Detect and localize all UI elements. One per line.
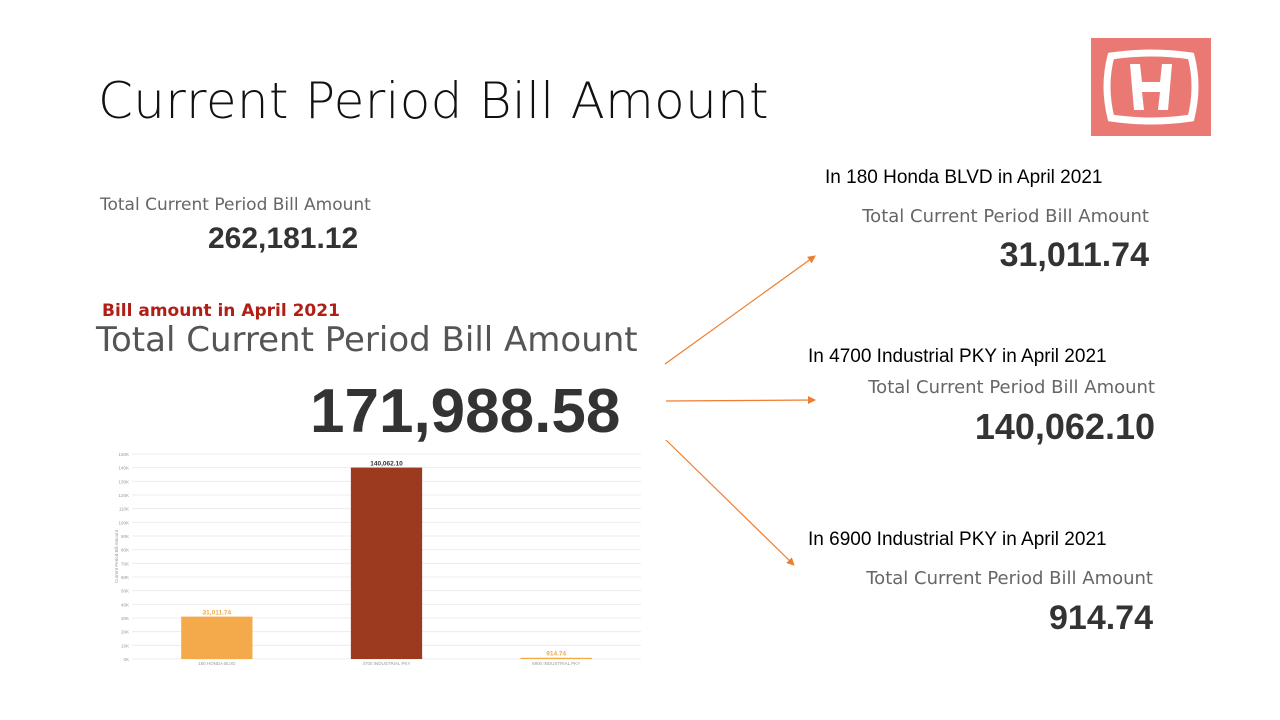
y-tick-label: 130K [118,479,129,484]
x-tick-label: 4700 INDUSTRIAL PKY [362,661,410,666]
data-label: 31,011.74 [203,610,232,617]
data-label: 914.74 [546,651,566,658]
bar [520,657,592,659]
total-kpi-value: 262,181.12 [208,222,359,255]
data-label: 140,062.10 [370,461,403,468]
april-heading: Bill amount in April 2021 [102,301,340,321]
y-tick-label: 50K [121,589,129,594]
breakdown-3-label: Total Current Period Bill Amount [866,568,1153,589]
breakdown-1-label: Total Current Period Bill Amount [862,206,1149,227]
breakdown-1-value: 31,011.74 [999,236,1149,274]
bar [350,467,423,659]
honda-logo [1091,38,1211,136]
arrow-to-4700-industrial [665,396,816,405]
y-tick-label: 70K [121,561,129,566]
arrow-to-6900-industrial [665,439,795,566]
y-tick-label: 120K [118,493,129,498]
x-tick-label: 6900 INDUSTRIAL PKY [532,661,580,666]
april-kpi-value: 171,988.58 [310,377,621,446]
y-tick-label: 20K [121,630,129,635]
y-tick-label: 100K [118,520,129,525]
bill-bar-chart: 0K 10K 20K 30K 40K 50K 60K 70K 80K 90K 100K 110K 120… [114,452,641,666]
april-kpi-label: Total Current Period Bill Amount [96,320,638,360]
y-tick-label: 10K [121,643,129,648]
breakdown-3-value: 914.74 [1049,599,1153,637]
breakdown-2-value: 140,062.10 [974,406,1155,447]
y-tick-label: 90K [121,534,129,539]
bar [181,616,253,659]
slide-title: Current Period Bill Amount [98,72,769,130]
breakdown-2-heading: In 4700 Industrial PKY in April 2021 [808,346,1107,367]
x-tick-label: 180 HONDA BLVD [198,661,236,666]
breakdown-1-heading: In 180 Honda BLVD in April 2021 [825,167,1103,188]
y-tick-label: 150K [118,452,129,457]
honda-logo-icon [1103,49,1199,125]
y-tick-label: 140K [118,466,129,471]
y-tick-label: 60K [121,575,129,580]
total-kpi-label: Total Current Period Bill Amount [100,195,371,215]
breakdown-3-heading: In 6900 Industrial PKY in April 2021 [808,529,1107,550]
y-tick-label: 40K [121,602,129,607]
arrow-to-180-honda [664,255,816,365]
y-tick-label: 30K [121,616,129,621]
y-tick-label: 110K [119,507,129,512]
y-tick-label: 0K [123,657,129,662]
y-tick-label: 80K [121,548,129,553]
breakdown-2-label: Total Current Period Bill Amount [868,377,1155,398]
y-axis-title: Current Period Bill Amount [114,529,119,583]
